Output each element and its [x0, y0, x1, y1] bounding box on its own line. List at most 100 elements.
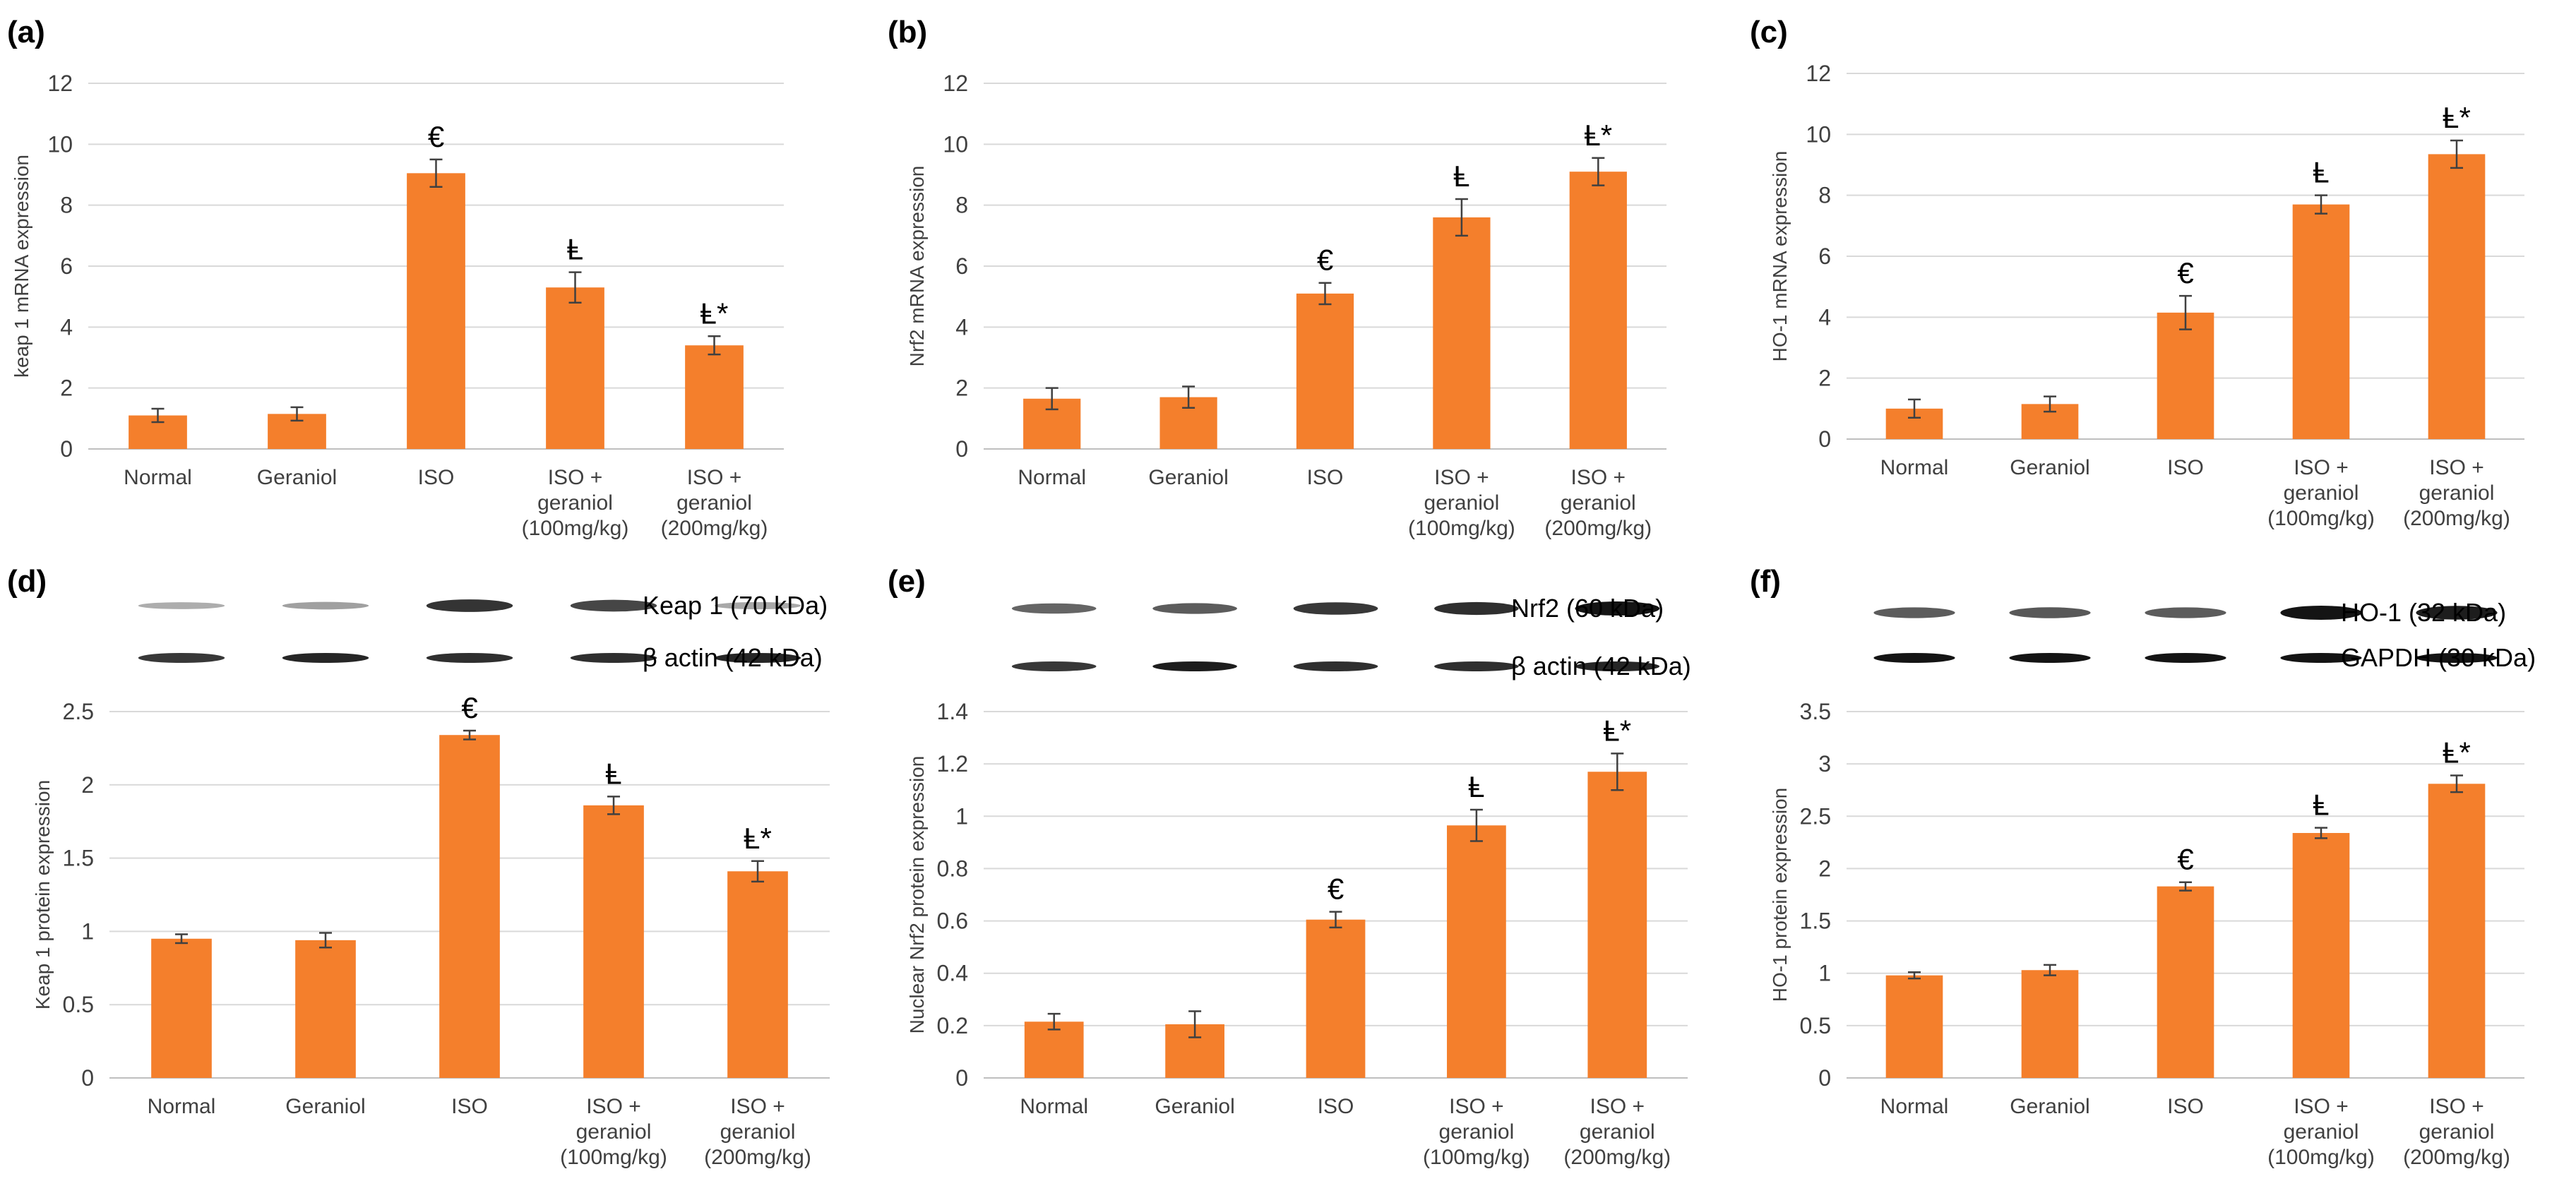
x-tick-label: ISO [418, 466, 455, 489]
x-tick-label: (100mg/kg) [1408, 517, 1515, 540]
y-tick-label: 2 [1818, 366, 1831, 391]
x-tick-label: Geraniol [1148, 466, 1228, 489]
y-tick-label: 0 [60, 436, 73, 462]
y-tick-label: 6 [955, 253, 968, 279]
x-tick-label: geraniol [2284, 1120, 2359, 1144]
x-tick-label: (100mg/kg) [1423, 1146, 1530, 1169]
blot-band [282, 601, 369, 610]
bar-4 [546, 287, 604, 449]
y-tick-label: 0.5 [1800, 1013, 1831, 1038]
chart-panel-c: (c) 0 2 4 6 8 10 12 HO-1 mRNA expression Normal Ge… [1750, 15, 2524, 530]
chart-panel-f: (f) 0 0.5 1 1.5 2 2.5 3 3.5 HO-1 protein expressi… [1750, 564, 2536, 1169]
y-tick-label: 0 [81, 1065, 94, 1091]
blot-band [714, 653, 801, 663]
y-axis-label: Nuclear Nrf2 protein expression [906, 756, 928, 1034]
x-tick-label: geraniol [1439, 1120, 1515, 1144]
x-tick-label: geraniol [1561, 491, 1636, 515]
bar-3 [1306, 919, 1366, 1078]
significance-marker: Ⱡ [1468, 770, 1484, 803]
bar-2 [2021, 970, 2079, 1078]
y-tick-label: 1 [81, 918, 94, 944]
x-tick-label: geraniol [2419, 481, 2495, 505]
y-tick-label: 12 [1806, 61, 1831, 86]
x-tick-label: Geraniol [257, 466, 337, 489]
significance-marker: Ⱡ* [2443, 101, 2471, 134]
blot-band [714, 601, 801, 610]
x-tick-label: (100mg/kg) [560, 1146, 667, 1169]
x-tick-label: Normal [1018, 466, 1086, 489]
significance-marker: € [461, 691, 477, 724]
significance-marker: Ⱡ* [1603, 714, 1631, 747]
y-tick-label: 2 [60, 376, 73, 401]
blot-band [2009, 607, 2091, 618]
blot-band [1575, 601, 1660, 616]
panel-label: (b) [888, 15, 927, 49]
bar-3 [2157, 312, 2214, 439]
blot-band [1434, 601, 1519, 616]
x-tick-label: geraniol [2419, 1120, 2495, 1144]
significance-marker: Ⱡ [2313, 156, 2329, 189]
x-tick-label: ISO + [1590, 1095, 1645, 1118]
x-tick-label: (100mg/kg) [2267, 507, 2375, 530]
x-tick-label: Geraniol [2010, 456, 2089, 479]
bar-1 [1024, 1021, 1084, 1078]
bar-1 [151, 938, 212, 1078]
chart-panel-b: (b) 0 2 4 6 8 10 12 Nrf2 mRNA expression Normal Ge… [888, 15, 1666, 540]
y-axis-label: HO-1 mRNA expression [1769, 151, 1791, 362]
y-tick-label: 4 [1818, 304, 1831, 330]
y-tick-label: 0 [955, 436, 968, 462]
bar-4 [2292, 833, 2350, 1078]
x-tick-label: (200mg/kg) [661, 517, 768, 540]
x-tick-label: (200mg/kg) [2403, 1146, 2510, 1169]
panel-label: (a) [7, 15, 45, 49]
blot-band [426, 653, 513, 663]
x-tick-label: ISO + [1571, 466, 1626, 489]
significance-marker: Ⱡ* [700, 296, 729, 330]
chart-panel-a: (a) 0 2 4 6 8 10 12 keap 1 mRNA expression Normal… [7, 15, 784, 540]
y-axis-label: Nrf2 mRNA expression [906, 166, 928, 367]
x-tick-label: ISO + [1434, 466, 1489, 489]
blot-band [2009, 653, 2091, 663]
y-tick-label: 1.2 [937, 751, 968, 777]
blot-band [1873, 653, 1955, 663]
y-tick-label: 0 [1818, 1065, 1831, 1091]
bar-5 [685, 345, 744, 449]
x-tick-label: (100mg/kg) [522, 517, 629, 540]
y-tick-label: 2 [955, 376, 968, 401]
blot-band [2145, 607, 2226, 618]
significance-marker: Ⱡ [567, 233, 583, 266]
x-tick-label: geraniol [720, 1120, 796, 1144]
y-tick-label: 8 [1818, 183, 1831, 208]
blot-band [1011, 661, 1097, 671]
blot-band [570, 599, 657, 612]
x-tick-label: Normal [1880, 456, 1949, 479]
x-tick-label: ISO + [2294, 456, 2349, 479]
significance-marker: € [1328, 873, 1344, 906]
panel-label: (d) [7, 564, 47, 599]
x-tick-label: (200mg/kg) [1544, 517, 1652, 540]
blot-band [1575, 661, 1660, 671]
y-tick-label: 3 [1818, 751, 1831, 777]
significance-marker: Ⱡ [2313, 789, 2329, 822]
y-axis-label: HO-1 protein expression [1769, 788, 1791, 1002]
x-tick-label: ISO + [687, 466, 742, 489]
x-tick-label: Normal [1880, 1095, 1949, 1118]
blot-band [1434, 661, 1519, 671]
x-tick-label: ISO [1307, 466, 1344, 489]
x-tick-label: ISO + [2294, 1095, 2349, 1118]
blot-band [2280, 606, 2362, 620]
blot-band [2416, 606, 2498, 620]
x-tick-label: ISO [451, 1095, 488, 1118]
blot-band [138, 602, 225, 609]
bar-5 [1569, 172, 1627, 449]
blot-band [1152, 661, 1237, 671]
y-tick-label: 10 [1806, 121, 1831, 147]
y-tick-label: 6 [60, 253, 73, 279]
y-tick-label: 10 [943, 131, 968, 157]
blot-band [138, 653, 225, 663]
x-tick-label: ISO + [1449, 1095, 1504, 1118]
bar-5 [727, 871, 788, 1078]
blot-band [1011, 603, 1097, 614]
bar-4 [1433, 217, 1491, 449]
